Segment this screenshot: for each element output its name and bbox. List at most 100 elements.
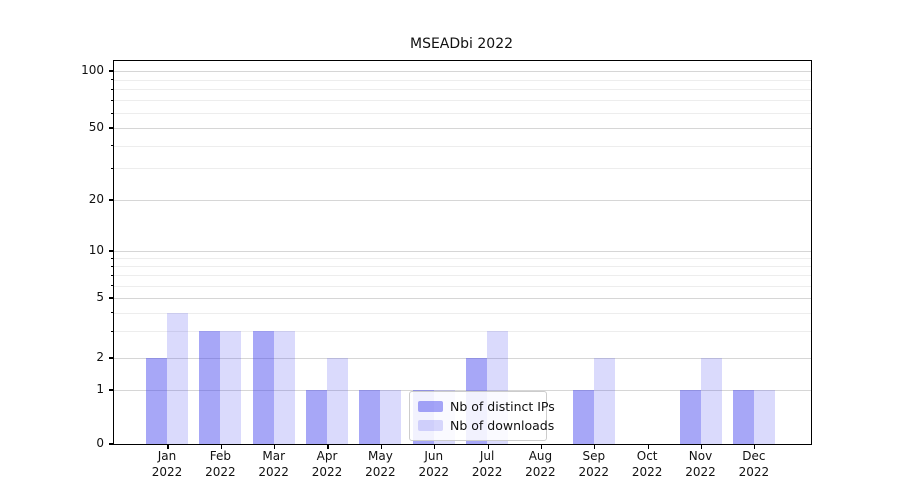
x-tick-month: Jun [424, 449, 444, 463]
x-tick-label-jun: Jun 2022 [404, 448, 464, 480]
legend-item-0: Nb of distinct IPs [418, 397, 555, 416]
x-tick-month: Aug [528, 449, 553, 463]
x-tick-year: 2022 [365, 465, 396, 479]
x-tick-month: Jul [479, 449, 495, 463]
x-tick-month: Dec [742, 449, 766, 463]
x-tick-may [380, 445, 382, 449]
bar-distinct-ips-may [359, 390, 381, 444]
x-tick-month: Feb [209, 449, 231, 463]
y-minor-tick-3 [111, 330, 113, 332]
legend-swatch-icon [418, 420, 443, 431]
y-tick-label-20: 20 [88, 192, 104, 206]
gridline-major-5 [114, 298, 811, 299]
y-minor-tick-60 [111, 112, 113, 114]
gridline-minor-6 [114, 285, 811, 287]
y-tick-5 [109, 297, 113, 299]
gridline-major-20 [114, 200, 811, 201]
gridline-minor-80 [114, 89, 811, 91]
legend-item-1: Nb of downloads [418, 416, 554, 435]
x-tick-month: Oct [636, 449, 658, 463]
y-minor-tick-40 [111, 145, 113, 147]
y-minor-tick-90 [111, 79, 113, 81]
x-tick-feb [220, 445, 222, 449]
x-tick-label-nov: Nov 2022 [671, 448, 731, 480]
y-tick-0 [109, 443, 113, 445]
y-tick-label-1: 1 [96, 382, 104, 396]
gridline-major-50 [114, 128, 811, 129]
x-tick-year: 2022 [738, 465, 770, 479]
bar-downloads-dec [753, 390, 775, 444]
x-tick-label-aug: Aug 2022 [510, 448, 570, 480]
gridline-major-1 [114, 390, 811, 391]
x-tick-month: May [367, 449, 393, 463]
x-tick-month: Nov [688, 449, 713, 463]
legend-label: Nb of distinct IPs [450, 399, 555, 414]
x-tick-year: 2022 [418, 465, 450, 479]
gridline-minor-90 [114, 79, 811, 81]
y-minor-tick-8 [111, 265, 113, 267]
legend: Nb of distinct IPs Nb of downloads [409, 391, 555, 441]
x-tick-nov [700, 445, 703, 449]
gridline-major-10 [114, 251, 811, 252]
y-minor-tick-9 [111, 257, 113, 259]
x-tick-label-jul: Jul 2022 [457, 448, 517, 480]
x-tick-year: 2022 [311, 465, 343, 479]
x-tick-mar [274, 445, 276, 449]
gridline-minor-9 [114, 258, 811, 260]
legend-label: Nb of downloads [450, 418, 555, 433]
x-tick-label-mar: Mar 2022 [244, 448, 304, 480]
y-tick-label-2: 2 [96, 350, 104, 364]
y-tick-label-5: 5 [96, 290, 104, 304]
x-tick-label-sep: Sep 2022 [564, 448, 624, 480]
x-tick-label-may: May 2022 [350, 448, 410, 480]
gridline-minor-7 [114, 275, 811, 277]
gridline-major-2 [114, 358, 811, 359]
y-minor-tick-4 [111, 312, 113, 314]
y-tick-20 [109, 199, 113, 201]
x-tick-jan [167, 445, 169, 449]
gridline-minor-70 [114, 100, 811, 102]
y-tick-50 [109, 127, 113, 129]
bar-downloads-apr [327, 358, 349, 444]
gridline-minor-3 [114, 331, 811, 333]
y-tick-1 [109, 389, 113, 391]
x-tick-jul [487, 445, 489, 449]
chart-title: MSEADbi 2022 [409, 36, 514, 52]
x-tick-month: Mar [262, 449, 285, 463]
x-tick-year: 2022 [685, 465, 716, 479]
bar-distinct-ips-mar [252, 331, 274, 444]
x-tick-year: 2022 [631, 465, 663, 479]
bar-downloads-mar [273, 331, 295, 444]
x-tick-year: 2022 [578, 465, 610, 479]
bar-distinct-ips-feb [199, 331, 221, 444]
y-tick-label-100: 100 [81, 63, 104, 77]
x-tick-year: 2022 [525, 465, 556, 479]
x-tick-label-dec: Dec 2022 [724, 448, 784, 480]
x-tick-apr [327, 445, 329, 449]
bar-downloads-nov [700, 358, 722, 444]
x-tick-sep [594, 445, 596, 449]
gridline-minor-30 [114, 168, 811, 170]
x-tick-oct [647, 445, 649, 449]
x-tick-label-feb: Feb 2022 [190, 448, 250, 480]
x-tick-year: 2022 [205, 465, 236, 479]
x-tick-label-jan: Jan 2022 [137, 448, 197, 480]
x-tick-aug [540, 445, 543, 449]
x-tick-jun [434, 445, 436, 449]
x-tick-label-oct: Oct 2022 [617, 448, 677, 480]
bar-downloads-jan [167, 312, 188, 444]
bar-downloads-feb [220, 331, 242, 444]
bar-distinct-ips-nov [679, 390, 701, 444]
x-tick-month: Jan [157, 449, 177, 463]
x-tick-month: Sep [582, 449, 606, 463]
gridline-minor-60 [114, 113, 811, 114]
legend-swatch-icon [418, 401, 443, 412]
gridline-minor-40 [114, 145, 811, 147]
y-minor-tick-6 [111, 285, 113, 287]
y-tick-2 [109, 357, 113, 359]
y-tick-label-50: 50 [88, 120, 104, 134]
x-tick-label-apr: Apr 2022 [297, 448, 357, 480]
bar-downloads-may [380, 390, 402, 444]
y-minor-tick-30 [111, 167, 113, 169]
